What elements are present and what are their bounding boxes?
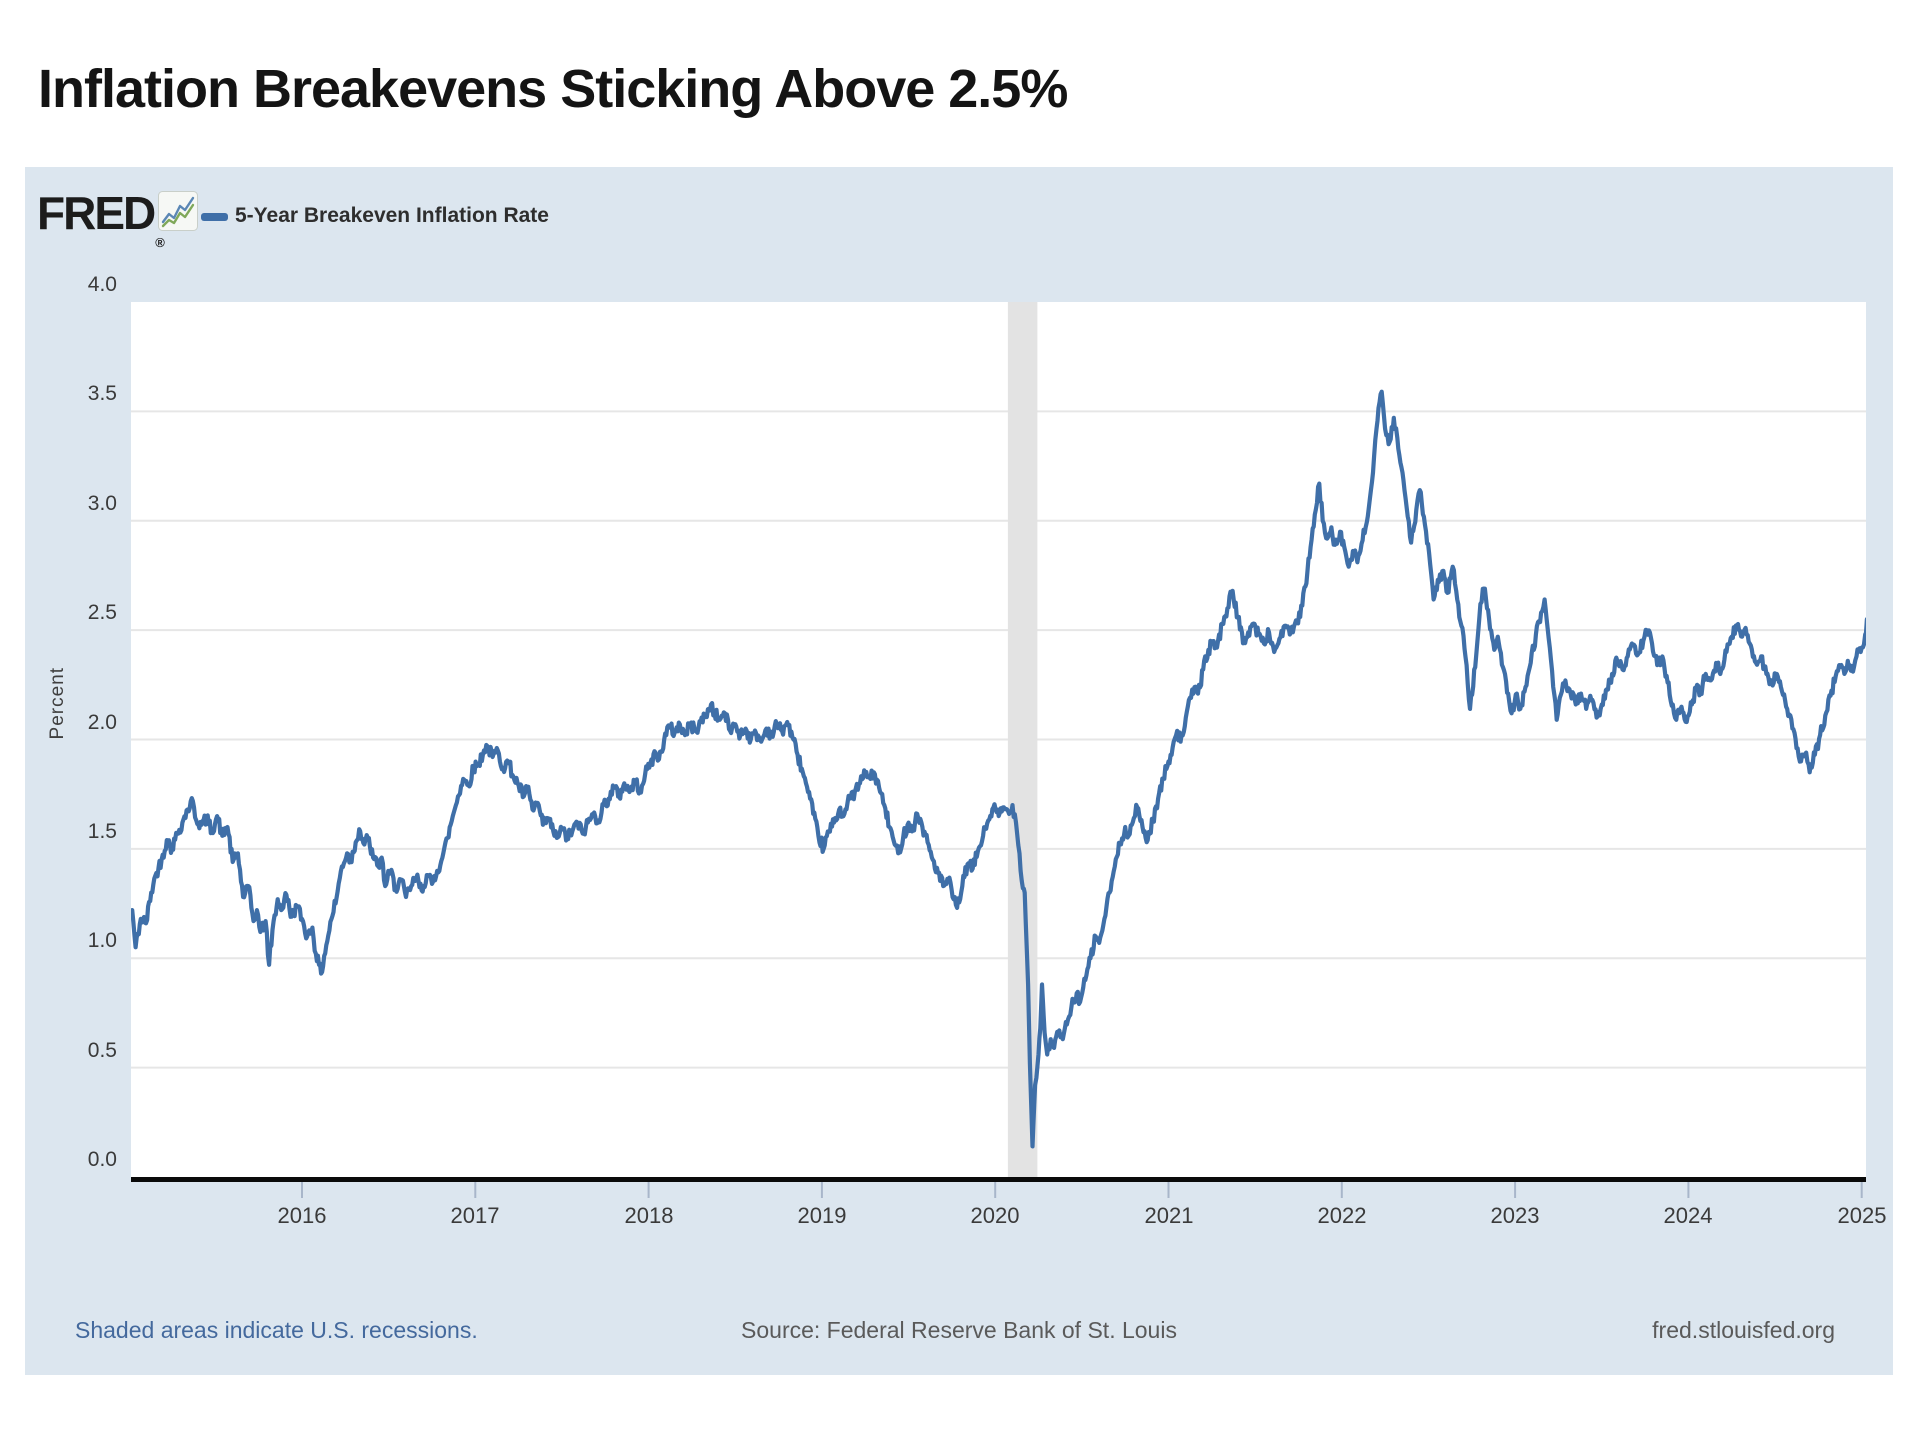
plot-area[interactable]	[25, 167, 1893, 1375]
x-tick-label: 2020	[970, 1203, 1020, 1228]
data-line	[131, 389, 1866, 1149]
x-tick-label: 2016	[277, 1203, 327, 1228]
fred-logo: FRED®	[37, 190, 165, 249]
x-tick-label: 2019	[797, 1203, 847, 1228]
registered-trademark-icon: ®	[155, 235, 165, 250]
fred-url-link[interactable]: fred.stlouisfed.org	[1652, 1317, 1835, 1343]
fred-wordmark: FRED	[37, 187, 156, 239]
fred-chart-panel: FRED® 5-Year Breakeven Inflation Rate Pe…	[25, 167, 1893, 1375]
y-tick-label: 4.0	[87, 273, 117, 296]
x-tick-label: 2022	[1317, 1203, 1367, 1228]
y-tick-label: 3.0	[87, 492, 117, 515]
legend-label: 5-Year Breakeven Inflation Rate	[235, 204, 549, 227]
x-axis-line	[131, 1177, 1866, 1182]
x-tick-label: 2024	[1663, 1203, 1713, 1228]
y-tick-label: 2.5	[87, 601, 117, 624]
y-tick-label: 1.5	[87, 820, 117, 843]
y-tick-label: 1.0	[87, 929, 117, 952]
fred-sparkline-icon	[158, 191, 198, 231]
x-tick-label: 2018	[624, 1203, 674, 1228]
recession-band	[1007, 302, 1038, 1177]
recession-note-link[interactable]: Shaded areas indicate U.S. recessions.	[75, 1317, 478, 1343]
x-tick-label: 2021	[1144, 1203, 1194, 1228]
source-note: Source: Federal Reserve Bank of St. Loui…	[741, 1317, 1177, 1343]
x-tick-label: 2017	[450, 1203, 500, 1228]
legend-line-swatch	[201, 213, 228, 221]
y-tick-label: 2.0	[87, 711, 117, 734]
y-tick-label: 3.5	[87, 382, 117, 405]
y-tick-label: 0.0	[87, 1148, 117, 1171]
page-title: Inflation Breakevens Sticking Above 2.5%	[38, 59, 1068, 119]
y-tick-label: 0.5	[87, 1039, 117, 1062]
x-tick-label: 2023	[1490, 1203, 1540, 1228]
x-tick-label: 2025	[1837, 1203, 1887, 1228]
